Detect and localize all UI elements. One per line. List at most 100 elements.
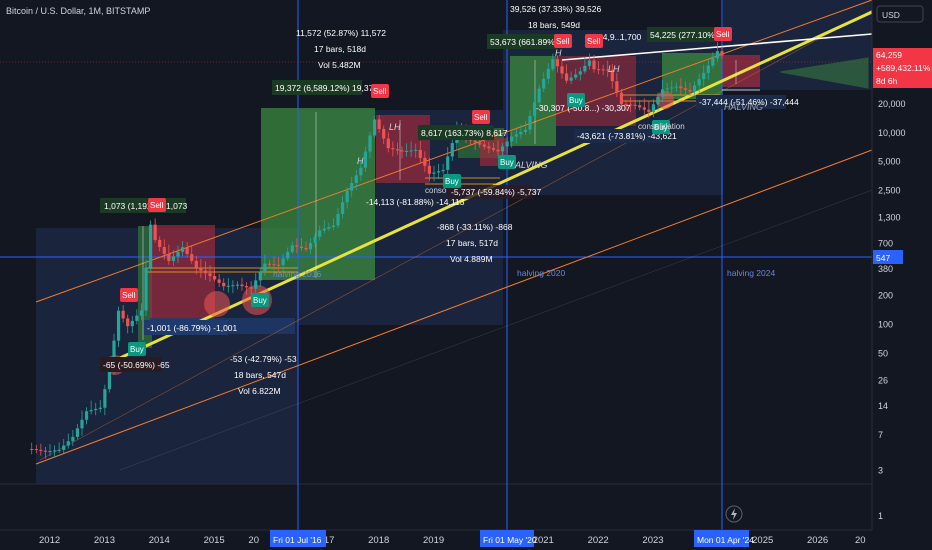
price-tick-label: 1 [878,511,883,521]
flash-icon[interactable] [725,505,743,523]
h-label: H [357,156,364,166]
top-resistance-line[interactable] [561,33,873,61]
candle [619,92,624,105]
price-scale[interactable]: USD 1 3 7 14 26 50 100 200 380 700 1,300 2,500 5,000… [871,0,932,530]
channel-lower[interactable] [35,149,873,465]
candle [286,251,290,259]
candle-series [30,42,724,459]
halving-label-2024: halving 2024 [727,268,775,278]
candle [43,450,48,452]
candle [638,105,642,108]
buy-badge: Buy [253,296,267,305]
candle [162,247,166,254]
candle [98,407,102,409]
price-tick-label: 2,500 [878,186,901,196]
candle [276,264,281,266]
candle [318,230,322,237]
halving-label-2016: halving 2016 [273,269,321,279]
candle [414,149,418,151]
price-tick-label: 26 [878,375,888,385]
candle [587,60,592,66]
candle [331,225,336,228]
candle [528,115,532,130]
candle [48,451,52,453]
date-flag [480,530,534,547]
measure-label: 17 bars, 517d [446,238,498,248]
candle [386,138,390,149]
candle [144,267,148,311]
measure-label: Vol 5.482M [318,60,361,70]
price-tick-label: 10,000 [878,128,906,138]
candle [194,260,198,268]
candle [75,428,80,437]
lh-label: LH [608,64,620,74]
time-tick-label: 2018 [368,535,389,546]
candle [84,411,89,420]
time-axis[interactable]: 2012201320142015202017201820192021202220… [0,529,932,550]
symbol-title: Bitcoin / U.S. Dollar, 1M, BITSTAMP [6,6,150,16]
date-flag [270,530,326,547]
sell-badge: Sell [556,37,570,46]
price-tick-label: 100 [878,319,893,329]
candle [651,104,656,112]
time-tick-label: 2014 [149,535,170,546]
candle [391,148,395,150]
candle [217,279,221,283]
price-tick-label: 50 [878,348,888,358]
candle [537,88,541,103]
channel-upper[interactable] [35,0,873,303]
candle [441,169,445,172]
candle [560,66,564,74]
candle [372,119,377,136]
currency-selector[interactable]: USD [882,10,900,20]
candle [299,246,304,248]
candle [171,256,176,261]
flash-icon-glyph [731,508,737,520]
time-tick-label: 20 [855,535,866,546]
candle [249,287,253,289]
candle [500,146,505,152]
candle [39,449,43,451]
buy-badge: Buy [445,177,459,186]
candle [400,150,404,152]
candle [176,251,180,257]
candle [633,104,637,106]
candle [418,149,422,158]
measure-label: Vol 4.889M [450,254,493,264]
candle [103,389,107,408]
consolidation-label: conso [425,186,447,195]
candle [94,408,98,411]
candle [382,128,386,139]
sell-badge: Sell [122,291,136,300]
time-tick-label: 2021 [533,535,554,546]
candle [350,183,354,191]
candle [148,224,153,268]
candle [121,310,125,319]
candle [66,441,70,446]
red-box-2022 [556,56,636,126]
candle [327,227,331,229]
candle [267,263,272,265]
measure-label: Vol 6.822M [238,386,281,396]
candle [473,140,477,143]
candle [670,87,674,89]
measure-label: -65 (-50.69%) -65 [103,360,170,370]
measure-label: -37,444 (-51.46%) -37,444 [699,97,799,107]
countdown: 8d 6h [876,76,898,86]
hline-price: 547 [876,253,890,263]
measure-label: 1,700 [620,32,642,42]
candle [363,151,368,168]
candle [313,236,317,243]
candle [80,419,84,429]
candle [290,245,294,252]
measure-label: 8,617 (163.73%) 8,617 [421,128,508,138]
candle [71,436,75,442]
candle [226,285,230,287]
candle [679,86,683,89]
candle [212,276,217,280]
candle [702,72,706,80]
candle [258,272,262,281]
candle [89,410,93,412]
candle [660,89,665,97]
